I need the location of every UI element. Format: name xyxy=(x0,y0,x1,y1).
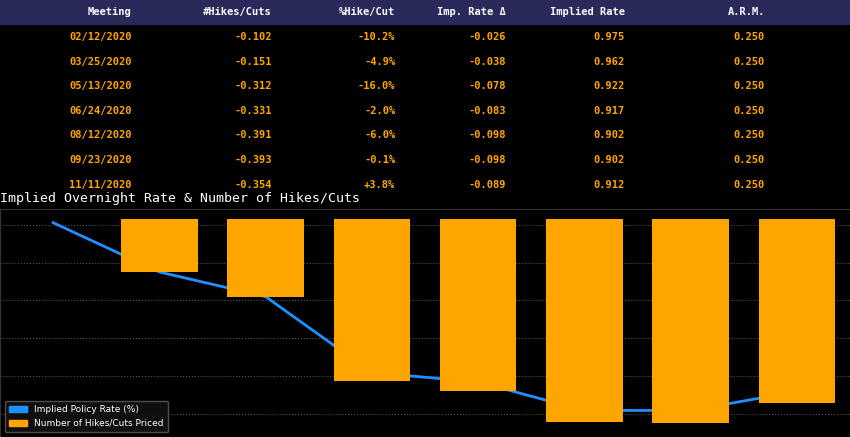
Text: 0.250: 0.250 xyxy=(734,155,765,165)
Text: -10.2%: -10.2% xyxy=(358,32,395,42)
Text: 0.250: 0.250 xyxy=(734,131,765,140)
Text: -0.026: -0.026 xyxy=(468,32,506,42)
Bar xyxy=(121,219,197,272)
Text: -0.098: -0.098 xyxy=(468,155,506,165)
Text: 0.250: 0.250 xyxy=(734,81,765,91)
Text: -6.0%: -6.0% xyxy=(364,131,395,140)
Text: 06/24/2020: 06/24/2020 xyxy=(69,106,132,116)
Bar xyxy=(759,219,835,403)
Text: -0.393: -0.393 xyxy=(235,155,272,165)
Text: Meeting: Meeting xyxy=(88,7,132,17)
Text: 05/13/2020: 05/13/2020 xyxy=(69,81,132,91)
Text: +3.8%: +3.8% xyxy=(364,180,395,190)
Text: -0.078: -0.078 xyxy=(468,81,506,91)
Text: 0.975: 0.975 xyxy=(593,32,625,42)
Text: 0.917: 0.917 xyxy=(593,106,625,116)
Text: 0.912: 0.912 xyxy=(593,180,625,190)
Text: -0.331: -0.331 xyxy=(235,106,272,116)
Text: 0.250: 0.250 xyxy=(734,180,765,190)
Text: 02/12/2020: 02/12/2020 xyxy=(69,32,132,42)
Text: 03/25/2020: 03/25/2020 xyxy=(69,56,132,66)
Text: 11/11/2020: 11/11/2020 xyxy=(69,180,132,190)
Text: 0.250: 0.250 xyxy=(734,32,765,42)
Text: Implied Overnight Rate & Number of Hikes/Cuts: Implied Overnight Rate & Number of Hikes… xyxy=(0,192,360,205)
Bar xyxy=(440,219,516,391)
Legend: Implied Policy Rate (%), Number of Hikes/Cuts Priced: Implied Policy Rate (%), Number of Hikes… xyxy=(4,401,168,433)
Text: 0.902: 0.902 xyxy=(593,155,625,165)
Text: -16.0%: -16.0% xyxy=(358,81,395,91)
Text: -0.312: -0.312 xyxy=(235,81,272,91)
Text: -0.354: -0.354 xyxy=(235,180,272,190)
Text: A.R.M.: A.R.M. xyxy=(728,7,765,17)
Text: -0.098: -0.098 xyxy=(468,131,506,140)
Text: 0.902: 0.902 xyxy=(593,131,625,140)
Text: 0.250: 0.250 xyxy=(734,106,765,116)
Text: 09/23/2020: 09/23/2020 xyxy=(69,155,132,165)
Text: -2.0%: -2.0% xyxy=(364,106,395,116)
Text: -0.391: -0.391 xyxy=(235,131,272,140)
Bar xyxy=(227,219,304,297)
Bar xyxy=(653,219,729,423)
Bar xyxy=(0,0,850,24)
Bar xyxy=(546,219,622,422)
Text: -0.102: -0.102 xyxy=(235,32,272,42)
Bar xyxy=(333,219,410,381)
Text: -4.9%: -4.9% xyxy=(364,56,395,66)
Text: -0.151: -0.151 xyxy=(235,56,272,66)
Text: %Hike/Cut: %Hike/Cut xyxy=(339,7,395,17)
Text: #Hikes/Cuts: #Hikes/Cuts xyxy=(203,7,272,17)
Text: -0.083: -0.083 xyxy=(468,106,506,116)
Text: -0.038: -0.038 xyxy=(468,56,506,66)
Text: 08/12/2020: 08/12/2020 xyxy=(69,131,132,140)
Text: 0.922: 0.922 xyxy=(593,81,625,91)
Text: -0.089: -0.089 xyxy=(468,180,506,190)
Text: 0.250: 0.250 xyxy=(734,56,765,66)
Text: Imp. Rate Δ: Imp. Rate Δ xyxy=(437,7,506,17)
Text: 0.962: 0.962 xyxy=(593,56,625,66)
Text: -0.1%: -0.1% xyxy=(364,155,395,165)
Text: Implied Rate: Implied Rate xyxy=(550,7,625,17)
